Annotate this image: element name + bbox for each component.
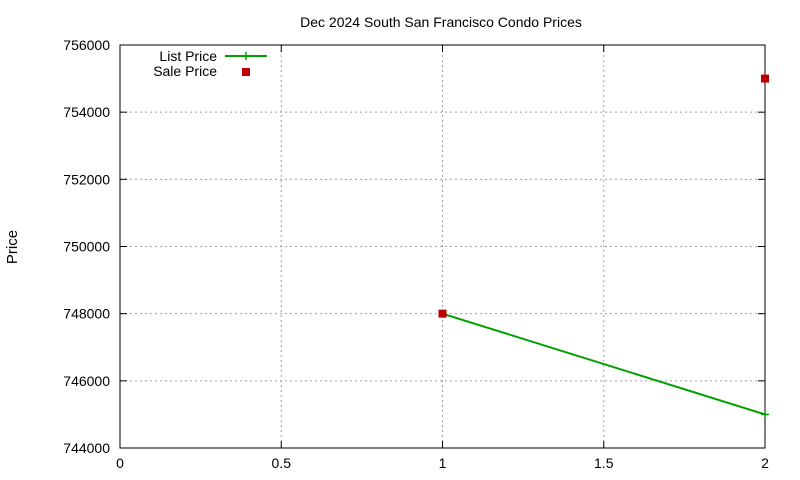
- y-tick-label: 746000: [63, 373, 110, 389]
- y-tick-label: 744000: [63, 440, 110, 456]
- x-tick-label: 0.5: [272, 455, 292, 471]
- x-tick-label: 2: [761, 455, 769, 471]
- legend-label-sale-price: Sale Price: [153, 63, 217, 79]
- x-tick-label: 0: [116, 455, 124, 471]
- legend-swatch-sale-price: [242, 68, 250, 76]
- y-axis-label: Price: [4, 230, 21, 264]
- grid-lines: [120, 45, 765, 448]
- series-layer: [438, 74, 769, 419]
- y-tick-label: 752000: [63, 171, 110, 187]
- y-tick-label: 754000: [63, 104, 110, 120]
- legend-label-list-price: List Price: [159, 48, 217, 64]
- chart-title: Dec 2024 South San Francisco Condo Price…: [300, 14, 582, 30]
- y-tick-label: 750000: [63, 239, 110, 255]
- y-tick-label: 748000: [63, 306, 110, 322]
- list-price-point: [761, 410, 769, 419]
- x-tick-label: 1.5: [594, 455, 614, 471]
- y-tick-label: 756000: [63, 37, 110, 53]
- list-price-line: [442, 312, 766, 416]
- axis-ticks: 0 0.5 1 1.5 2 744000 746000 748000 750000 752000 7…: [63, 37, 769, 471]
- sale-price-point: [761, 74, 769, 83]
- sale-price-point: [438, 309, 447, 318]
- x-tick-label: 1: [439, 455, 447, 471]
